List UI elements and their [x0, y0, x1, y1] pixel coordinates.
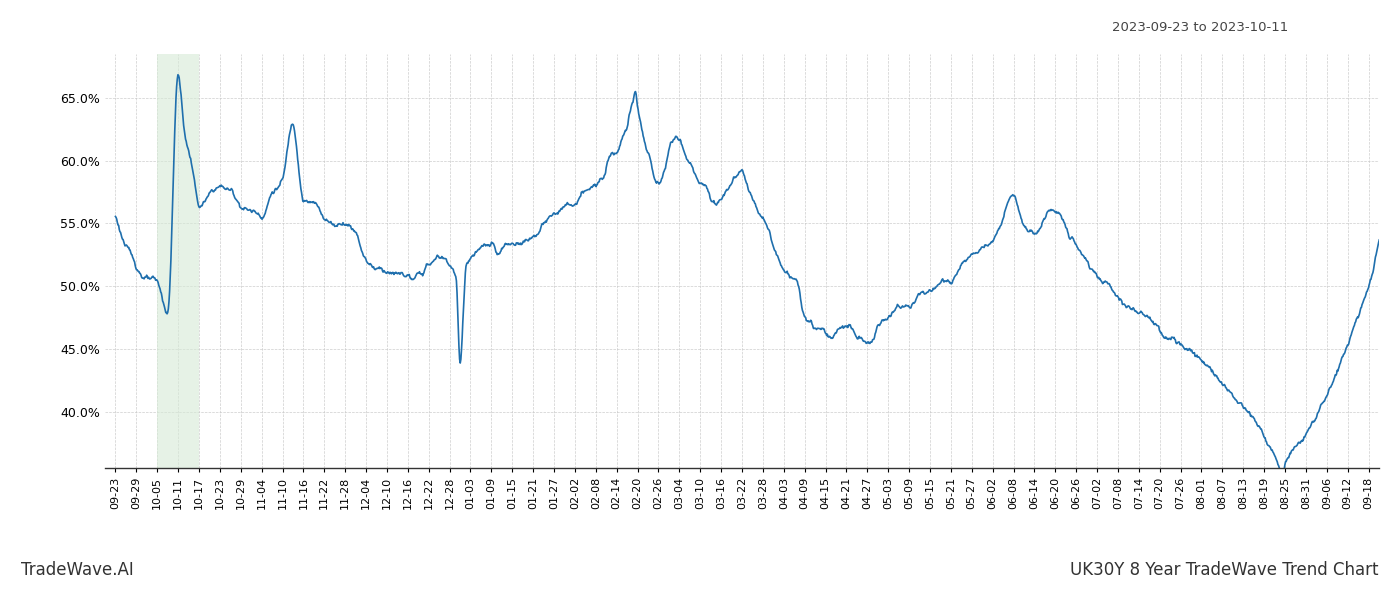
Text: TradeWave.AI: TradeWave.AI	[21, 561, 134, 579]
Text: 2023-09-23 to 2023-10-11: 2023-09-23 to 2023-10-11	[1112, 21, 1288, 34]
Bar	[157, 54, 199, 468]
Text: UK30Y 8 Year TradeWave Trend Chart: UK30Y 8 Year TradeWave Trend Chart	[1071, 561, 1379, 579]
